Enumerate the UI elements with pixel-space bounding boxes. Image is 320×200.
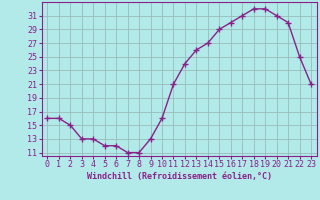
X-axis label: Windchill (Refroidissement éolien,°C): Windchill (Refroidissement éolien,°C) (87, 172, 272, 181)
